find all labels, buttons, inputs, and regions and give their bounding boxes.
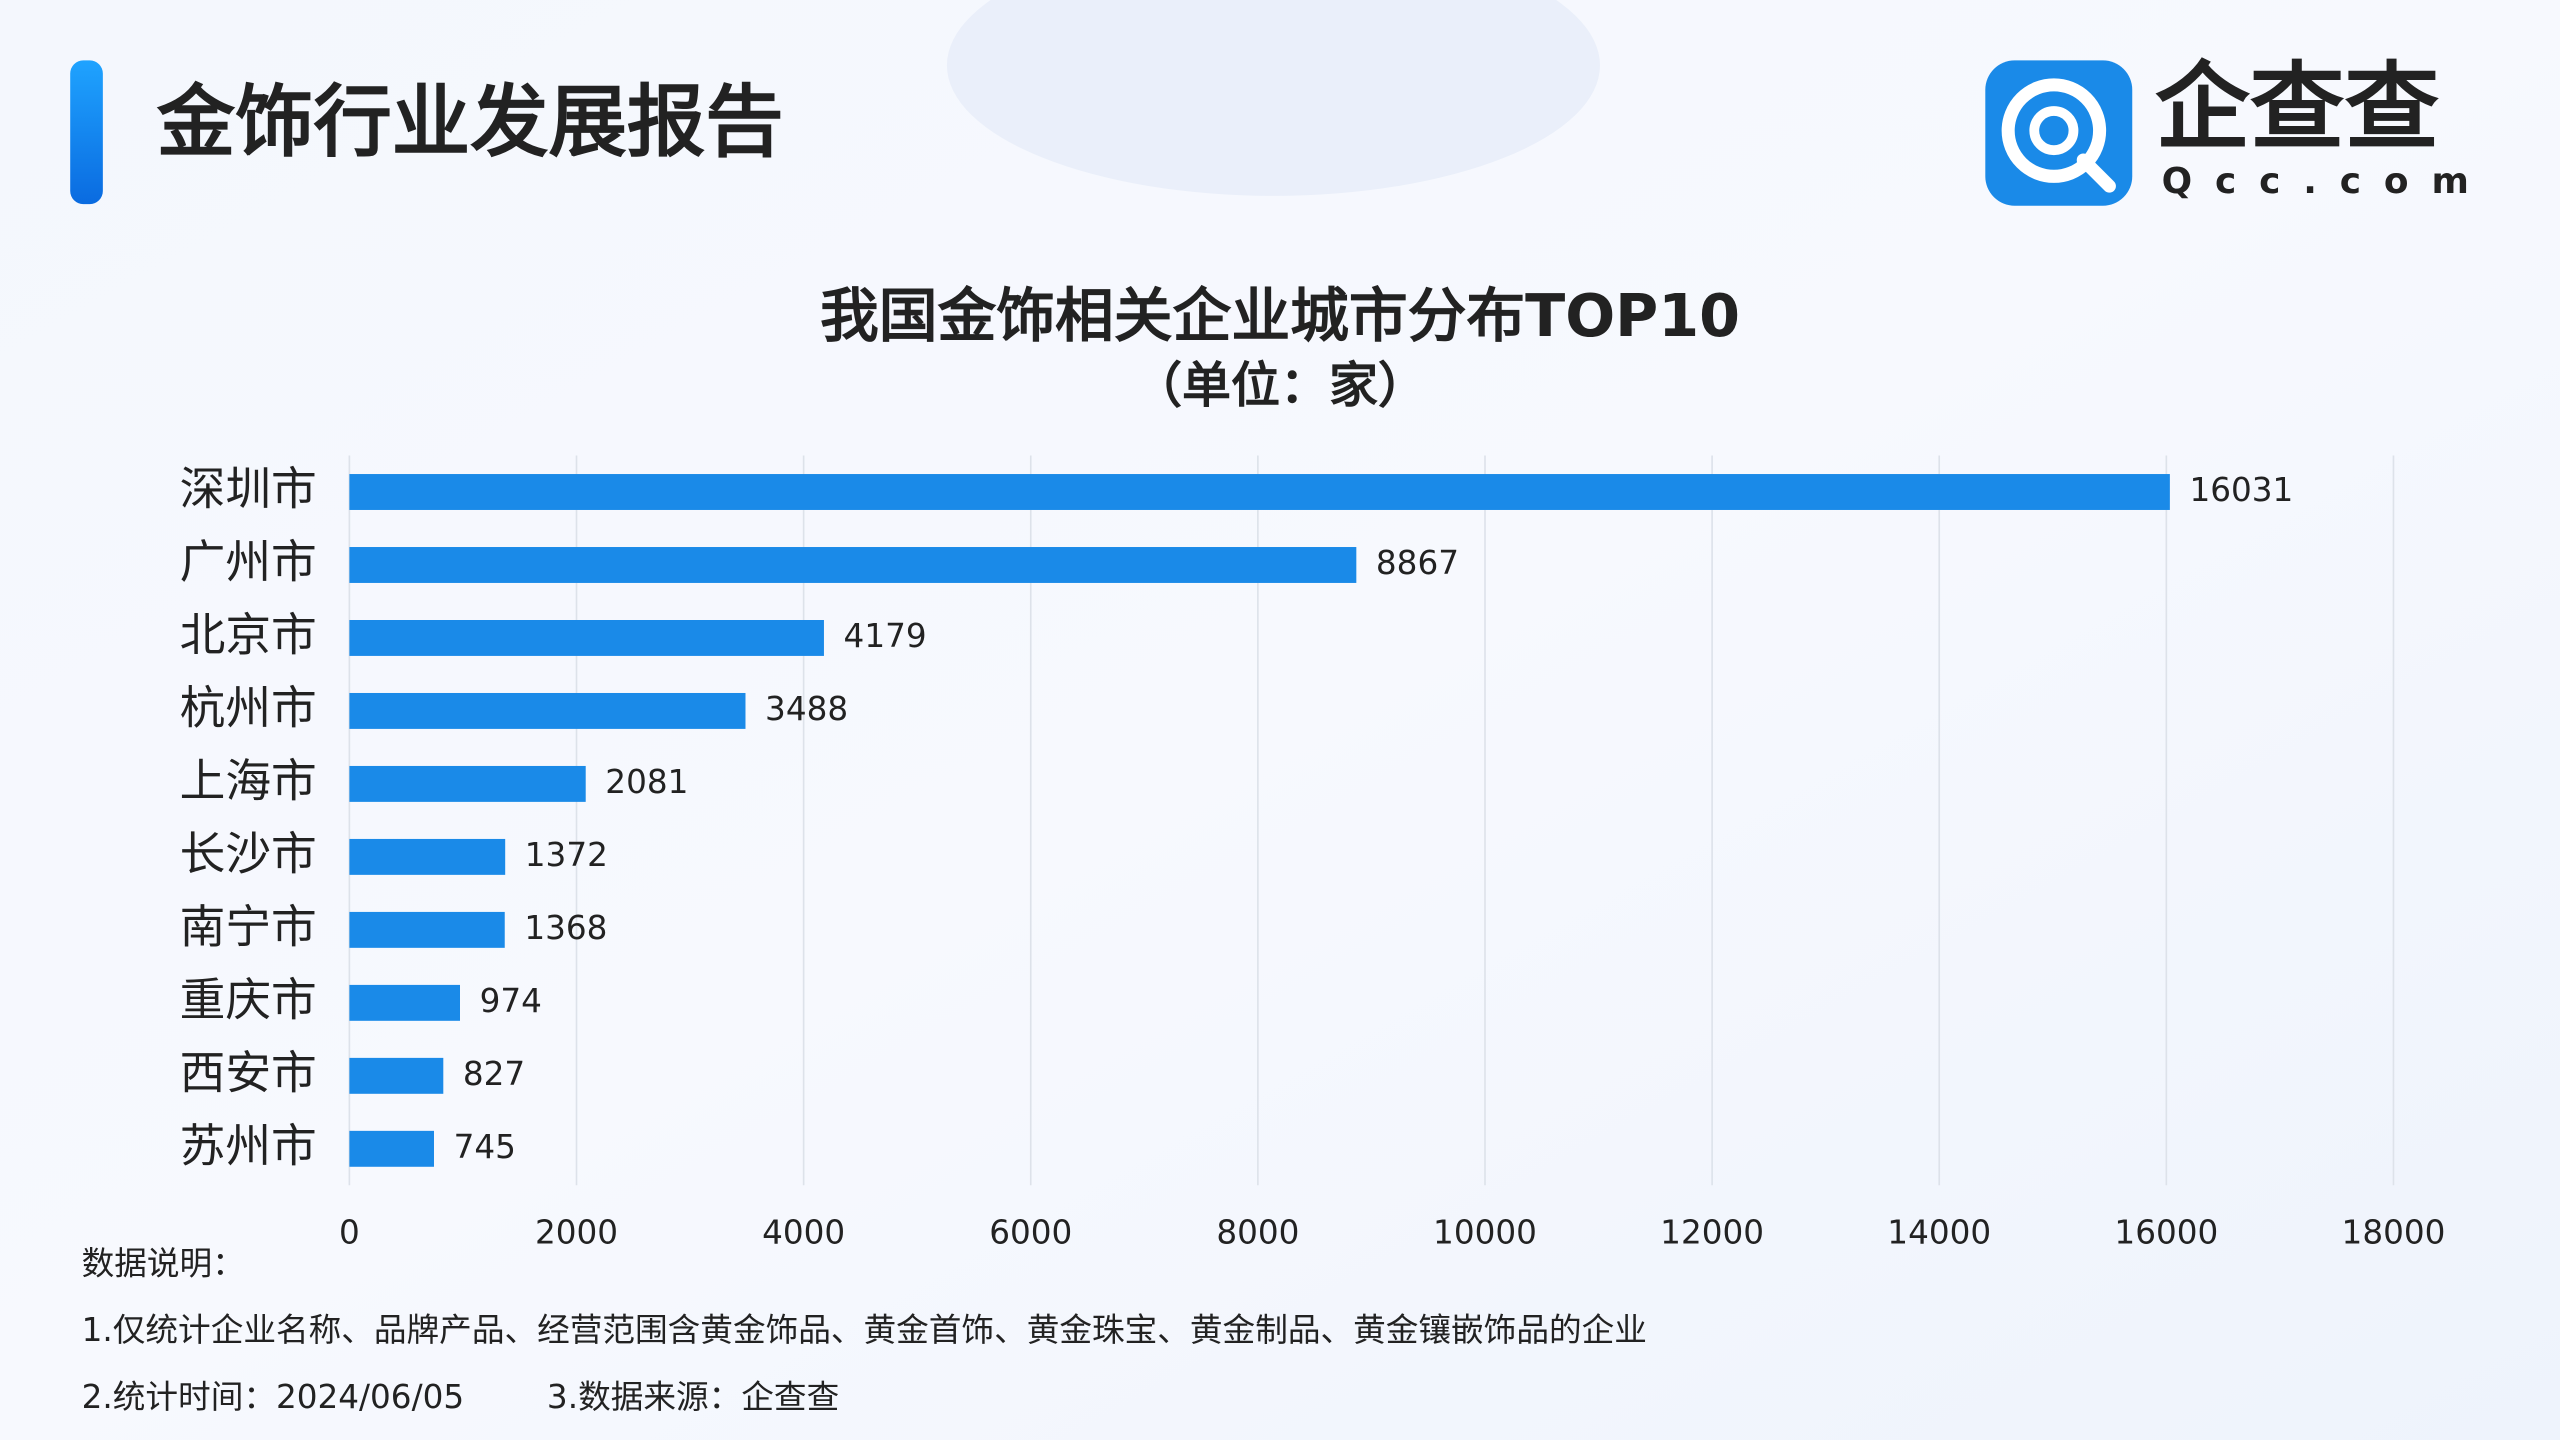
accent-bar — [70, 60, 103, 205]
y-tick-label: 长沙市 — [180, 827, 317, 880]
value-label: 1372 — [525, 836, 608, 874]
note: 1.仅统计企业名称、品牌产品、经营范围含黄金饰品、黄金首饰、黄金珠宝、黄金制品、… — [82, 1311, 1647, 1349]
bar — [349, 911, 505, 948]
bar — [349, 547, 1357, 583]
bar — [349, 765, 586, 802]
y-tick-label: 重庆市 — [180, 973, 317, 1026]
decor — [947, 0, 1600, 196]
value-label: 2081 — [605, 763, 688, 801]
bar — [349, 474, 2170, 510]
value-label: 1368 — [524, 909, 607, 947]
x-tick-label: 18000 — [2342, 1213, 2446, 1251]
x-tick-label: 8000 — [1216, 1213, 1299, 1251]
x-tick-label: 2000 — [535, 1213, 618, 1251]
bar — [349, 1130, 434, 1167]
y-tick-label: 西安市 — [180, 1046, 317, 1099]
y-tick-label: 苏州市 — [180, 1119, 317, 1172]
y-tick-label: 深圳市 — [180, 463, 317, 516]
bar — [349, 620, 824, 656]
notes-heading: 数据说明： — [82, 1244, 245, 1282]
value-label: 974 — [480, 982, 542, 1020]
value-label: 8867 — [1376, 544, 1459, 582]
value-label: 827 — [463, 1055, 525, 1093]
note: 2.统计时间：2024/06/05 — [82, 1378, 464, 1416]
header-title: 金饰行业发展报告 — [156, 77, 784, 168]
bar — [349, 692, 746, 729]
x-tick-label: 12000 — [1660, 1213, 1764, 1251]
x-tick-label: 0 — [339, 1213, 360, 1251]
value-label: 745 — [454, 1128, 516, 1166]
x-tick-label: 10000 — [1433, 1213, 1537, 1251]
chart-title: 我国金饰相关企业城市分布TOP10 — [820, 281, 1740, 350]
logo-ring — [2029, 106, 2079, 156]
y-tick-label: 广州市 — [180, 535, 317, 588]
logo-ring — [2001, 78, 2107, 183]
value-label: 4179 — [844, 617, 927, 655]
value-label: 16031 — [2189, 471, 2293, 509]
bar — [349, 1057, 444, 1094]
y-tick-label: 南宁市 — [180, 900, 317, 953]
note: 3.数据来源：企查查 — [547, 1378, 839, 1416]
bar — [349, 984, 460, 1021]
logo-domain: Qcc.com — [2162, 161, 2492, 202]
x-tick-label: 4000 — [762, 1213, 845, 1251]
x-tick-label: 6000 — [989, 1213, 1072, 1251]
y-tick-label: 上海市 — [180, 754, 317, 807]
y-tick-label: 杭州市 — [180, 681, 317, 734]
x-tick-label: 16000 — [2114, 1213, 2218, 1251]
chart-subtitle: （单位：家） — [1133, 357, 1427, 414]
y-tick-label: 北京市 — [180, 608, 317, 661]
value-label: 3488 — [765, 690, 848, 728]
bar — [349, 838, 506, 875]
x-tick-label: 14000 — [1887, 1213, 1991, 1251]
logo-name: 企查查 — [2155, 53, 2439, 163]
logo-handle — [2076, 153, 2116, 193]
